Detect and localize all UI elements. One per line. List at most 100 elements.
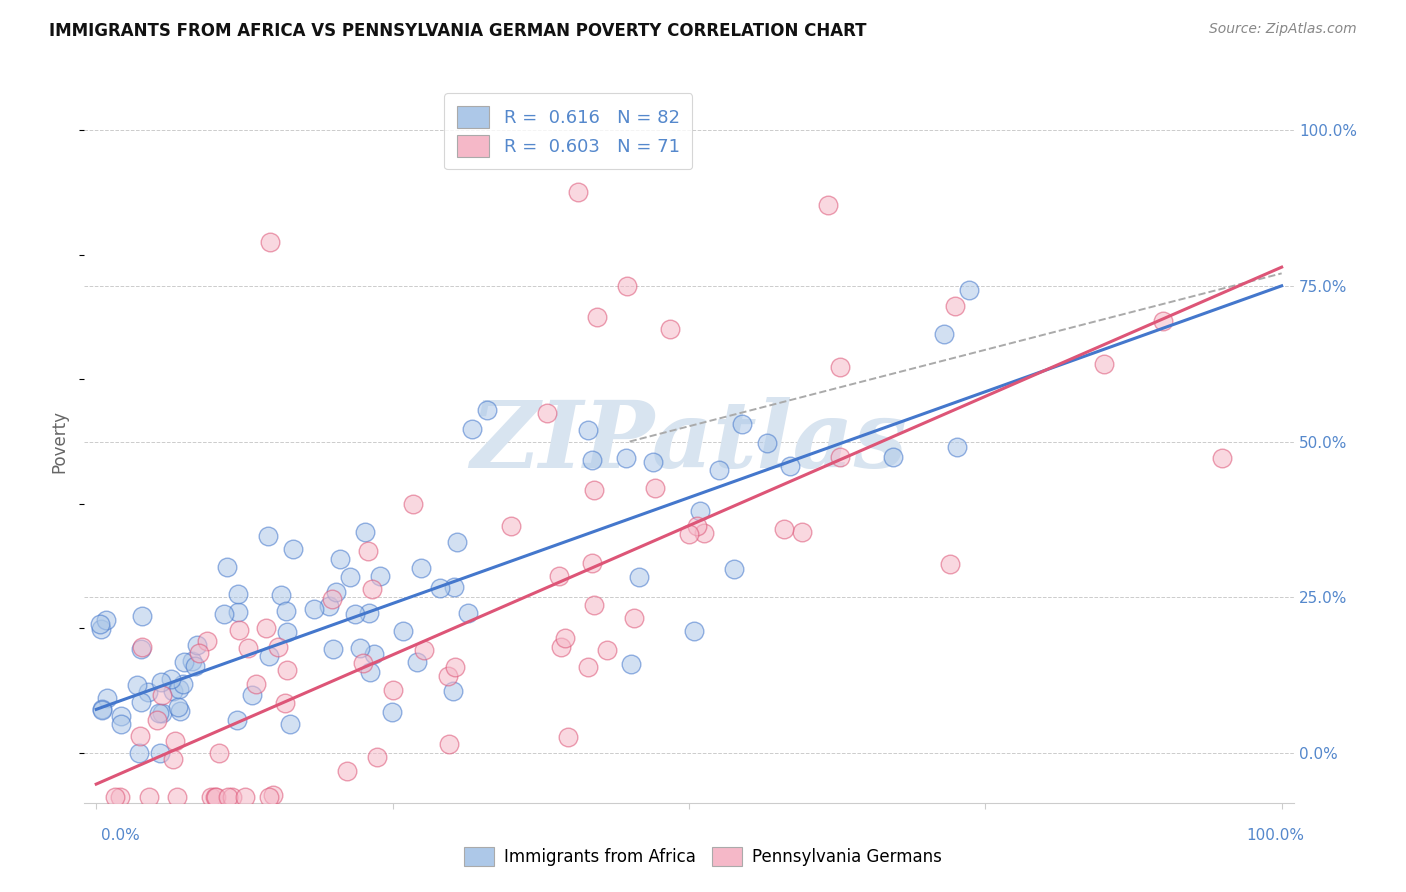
Point xyxy=(932,326,955,341)
Point xyxy=(162,683,184,698)
Point xyxy=(554,632,576,646)
Point xyxy=(437,737,460,751)
Point xyxy=(357,543,380,558)
Point xyxy=(755,436,778,450)
Point xyxy=(957,284,980,298)
Point xyxy=(620,657,643,672)
Point xyxy=(945,440,967,454)
Text: 0.0%: 0.0% xyxy=(101,828,141,843)
Point xyxy=(548,568,571,582)
Point xyxy=(259,235,281,250)
Point xyxy=(443,660,465,674)
Point xyxy=(363,648,385,662)
Point xyxy=(169,704,191,718)
Legend: Immigrants from Africa, Pennsylvania Germans: Immigrants from Africa, Pennsylvania Ger… xyxy=(457,840,949,873)
Point xyxy=(149,675,172,690)
Point xyxy=(318,599,340,613)
Point xyxy=(127,678,149,692)
Point xyxy=(689,504,711,518)
Point xyxy=(166,789,188,804)
Point xyxy=(129,695,152,709)
Point xyxy=(477,403,499,417)
Point xyxy=(366,750,388,764)
Point xyxy=(461,422,484,436)
Point xyxy=(658,322,681,336)
Point xyxy=(242,688,264,702)
Point xyxy=(94,613,117,627)
Point xyxy=(238,640,260,655)
Point xyxy=(359,665,381,679)
Point xyxy=(557,730,579,744)
Point xyxy=(352,656,374,670)
Point xyxy=(254,621,277,635)
Point xyxy=(938,558,960,572)
Point xyxy=(582,599,605,613)
Point xyxy=(779,458,801,473)
Point xyxy=(129,641,152,656)
Point xyxy=(148,706,170,720)
Point xyxy=(90,702,112,716)
Point xyxy=(226,605,249,619)
Point xyxy=(226,587,249,601)
Point xyxy=(359,606,381,620)
Point xyxy=(1152,314,1174,328)
Point xyxy=(616,278,638,293)
Point xyxy=(441,684,464,698)
Point xyxy=(817,198,839,212)
Point xyxy=(110,789,132,804)
Point xyxy=(392,624,415,638)
Point xyxy=(686,519,709,533)
Point xyxy=(436,668,458,682)
Point xyxy=(1092,357,1115,371)
Point xyxy=(257,789,280,804)
Point xyxy=(131,640,153,654)
Point xyxy=(641,455,664,469)
Point xyxy=(596,643,619,657)
Point xyxy=(457,606,479,620)
Point xyxy=(188,646,211,660)
Point xyxy=(274,604,297,618)
Point xyxy=(828,359,851,374)
Point xyxy=(167,682,190,697)
Point xyxy=(162,752,184,766)
Point xyxy=(402,497,425,511)
Point xyxy=(257,529,280,543)
Point xyxy=(173,655,195,669)
Point xyxy=(678,526,700,541)
Point xyxy=(181,654,204,668)
Point xyxy=(429,581,451,595)
Point xyxy=(186,638,208,652)
Point xyxy=(217,789,239,804)
Point xyxy=(406,655,429,669)
Point xyxy=(627,570,650,584)
Point xyxy=(163,734,186,748)
Point xyxy=(212,607,235,621)
Point xyxy=(245,677,267,691)
Point xyxy=(278,717,301,731)
Point xyxy=(138,789,160,804)
Point xyxy=(96,691,118,706)
Point xyxy=(381,683,404,698)
Point xyxy=(581,556,603,570)
Point xyxy=(150,706,173,720)
Point xyxy=(129,729,152,743)
Point xyxy=(446,535,468,549)
Point xyxy=(281,542,304,557)
Point xyxy=(693,526,716,541)
Point xyxy=(321,591,343,606)
Point xyxy=(585,310,607,324)
Y-axis label: Poverty: Poverty xyxy=(51,410,69,473)
Point xyxy=(128,746,150,760)
Point xyxy=(274,696,297,710)
Point xyxy=(353,524,375,539)
Point xyxy=(270,588,292,602)
Point xyxy=(583,483,606,498)
Point xyxy=(233,789,256,804)
Point xyxy=(790,524,813,539)
Point xyxy=(183,658,205,673)
Point xyxy=(644,481,666,495)
Point xyxy=(89,617,111,632)
Point xyxy=(683,624,706,639)
Point xyxy=(731,417,754,432)
Point xyxy=(339,569,361,583)
